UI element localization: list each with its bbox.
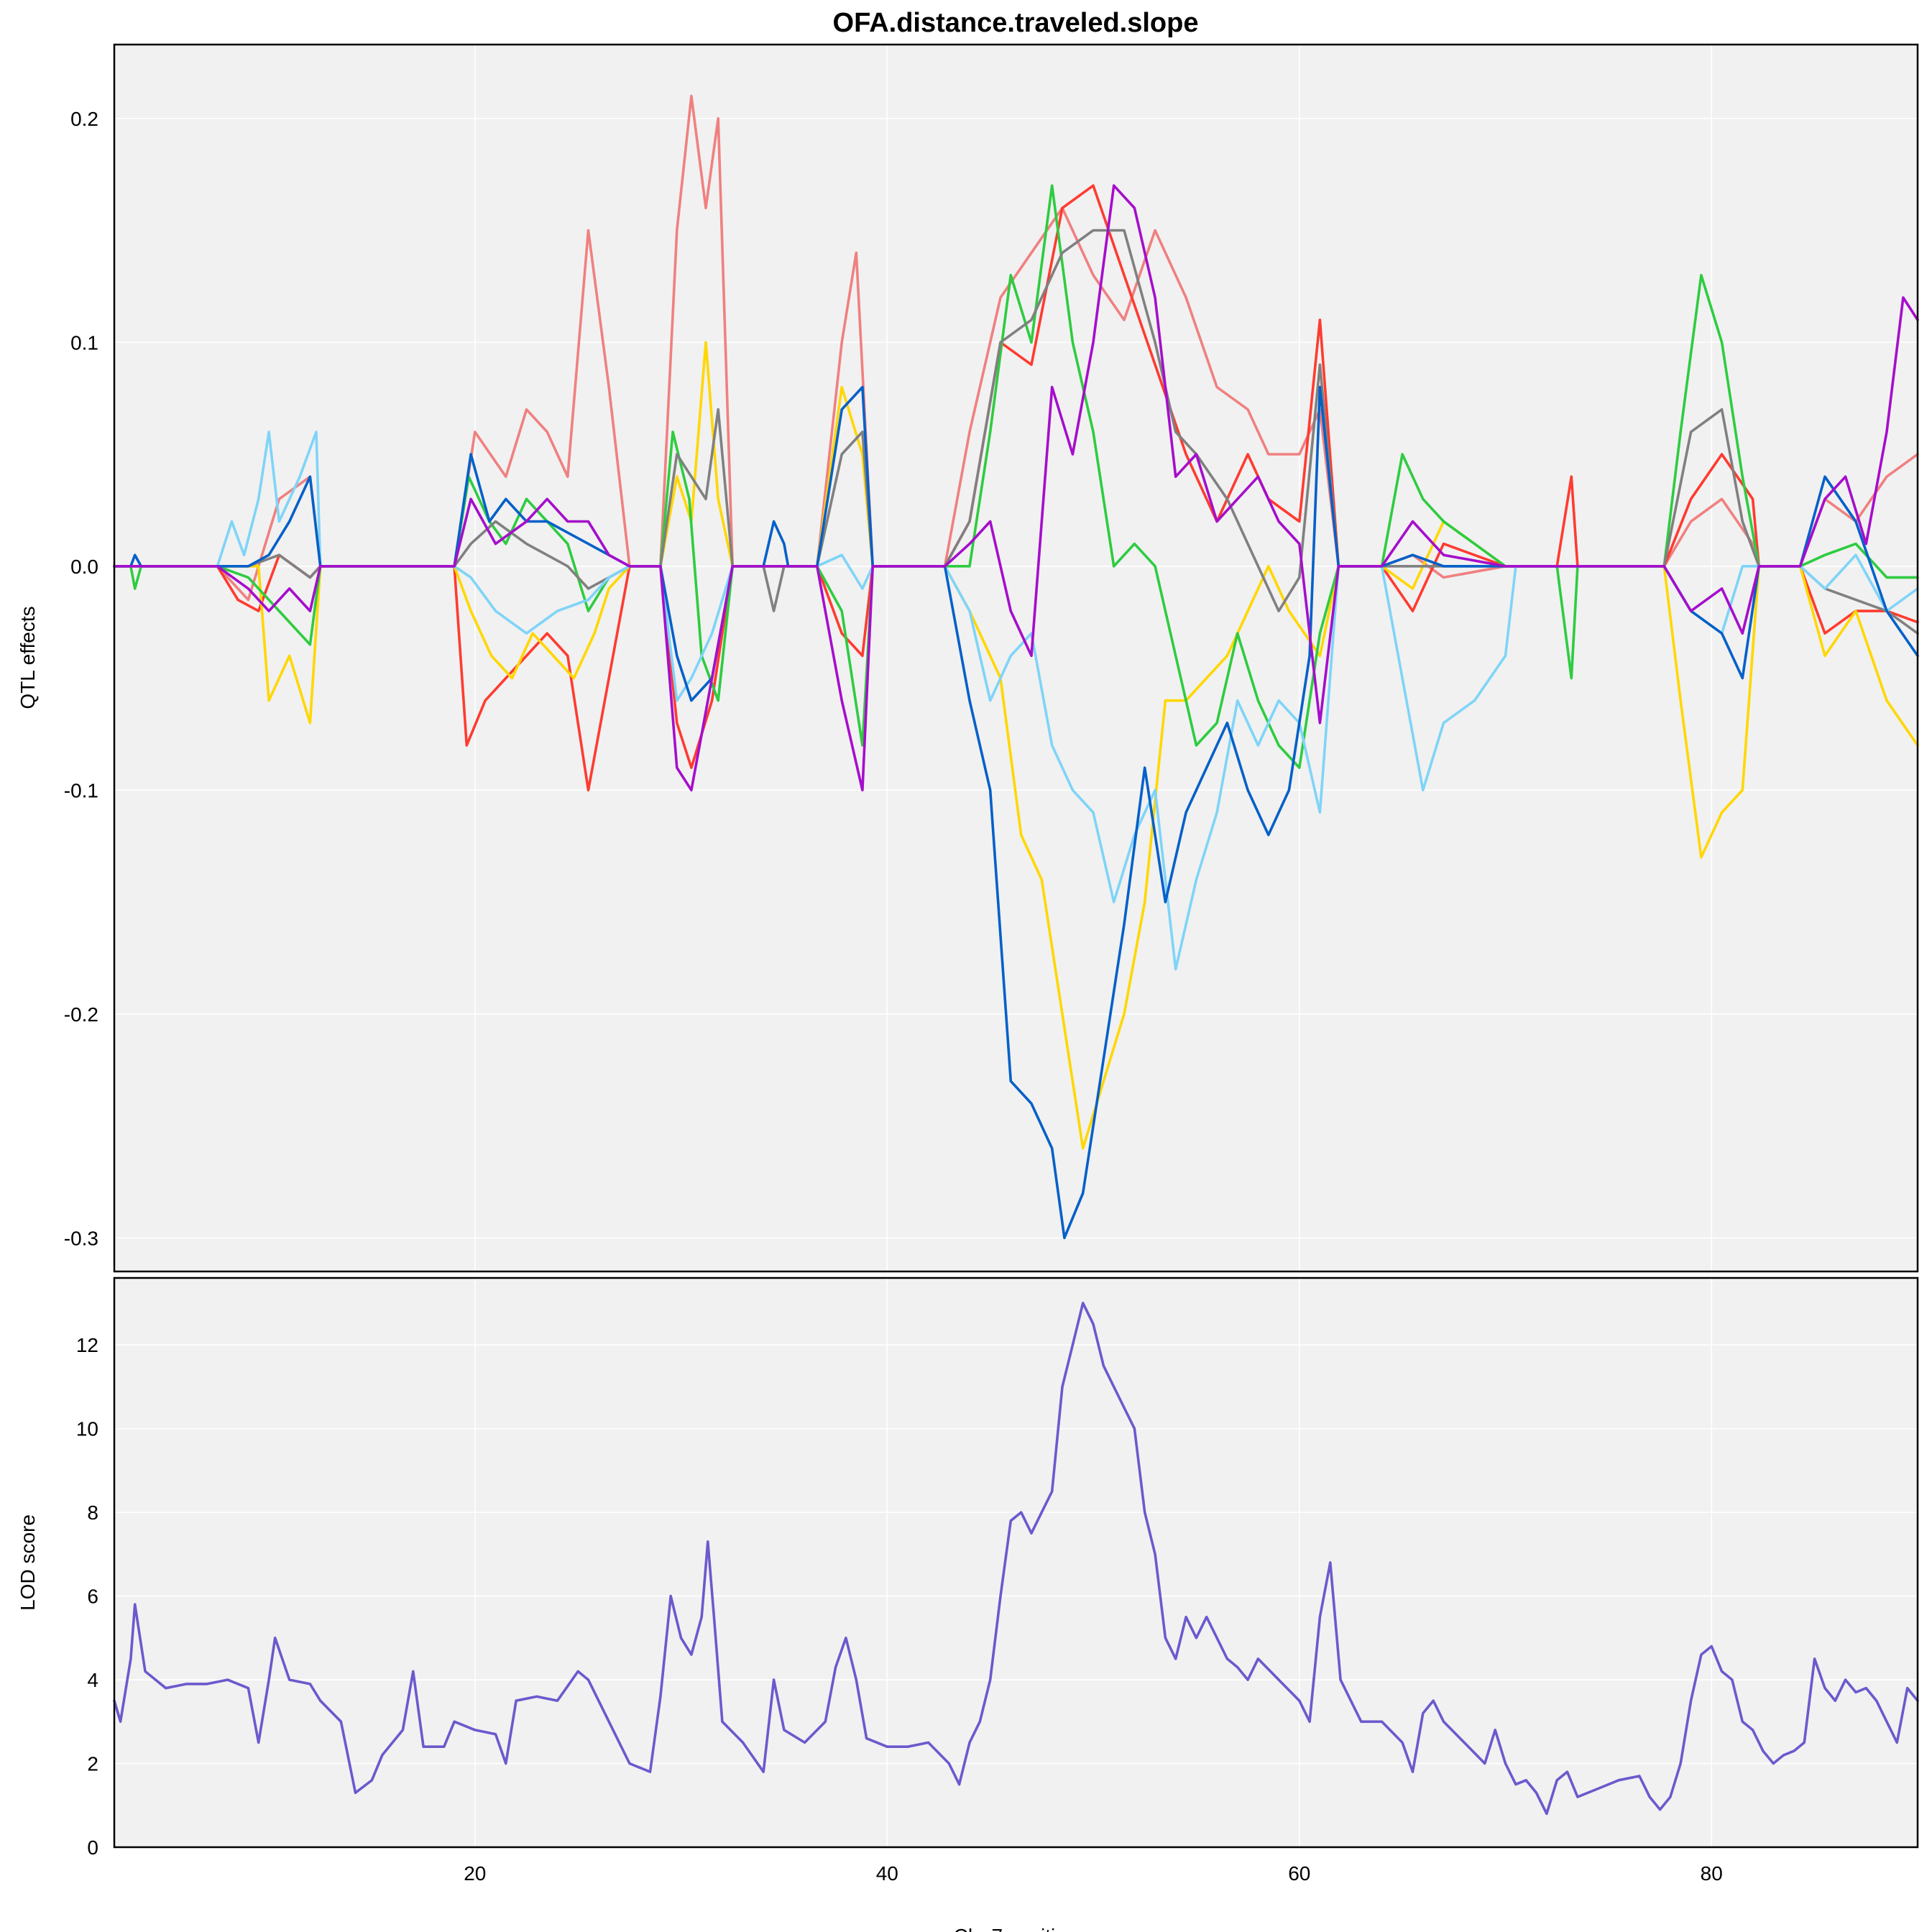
effects-series-green-line [113,184,1919,769]
lod-y-tick-label: 0 [87,1836,98,1859]
lod-panel: 0 2 4 6 8 10 12 20 40 60 80 LOD score Chr 7 posit… [17,1276,1919,1932]
lod-plot-background [114,1278,1918,1847]
effects-y-tick-label: -0.2 [64,1003,98,1026]
effects-series-group [113,94,1919,1240]
effects-series-purple-line [113,184,1919,792]
lod-y-tick-label: 2 [87,1753,98,1775]
effects-y-tick-label: 0.0 [70,556,98,578]
lod-y-tick-label: 10 [76,1418,98,1440]
x-tick-label: 60 [1288,1862,1310,1885]
lod-y-tick-label: 4 [87,1669,98,1691]
effects-series-blue-line [113,385,1919,1240]
lod-y-tick-label: 12 [76,1334,98,1356]
effects-plot-border [113,43,1919,1273]
lod-series-LOD-line [113,1302,1919,1816]
effects-y-tick-label: -0.3 [64,1227,98,1249]
effects-y-tick-label: -0.1 [64,779,98,801]
lod-x-tick-labels: 20 40 60 80 [464,1862,1723,1885]
lod-y-tick-labels: 0 2 4 6 8 10 12 [76,1334,98,1859]
effects-panel: -0.3 -0.2 -0.1 0.0 0.1 0.2 QTL effects [17,43,1919,1273]
lod-series-group [113,1302,1919,1816]
effects-plot-background [114,45,1918,1271]
effects-y-tick-label: 0.1 [70,331,98,354]
x-axis-label: Chr 7 position [954,1925,1078,1932]
effects-y-tick-labels: -0.3 -0.2 -0.1 0.0 0.1 0.2 [64,108,98,1249]
effects-y-axis-label: QTL effects [17,606,39,709]
x-tick-label: 20 [464,1862,486,1885]
effects-y-tick-label: 0.2 [70,108,98,130]
chart-title: OFA.distance.traveled.slope [833,8,1199,38]
effects-series-light-red-line [113,94,1919,602]
lod-y-tick-label: 6 [87,1586,98,1608]
x-tick-label: 40 [876,1862,898,1885]
lod-y-tick-label: 8 [87,1501,98,1524]
lod-plot-border [113,1276,1919,1849]
lod-y-axis-label: LOD score [17,1514,39,1611]
effects-series-sky-blue-line [113,431,1919,971]
x-tick-label: 80 [1701,1862,1723,1885]
